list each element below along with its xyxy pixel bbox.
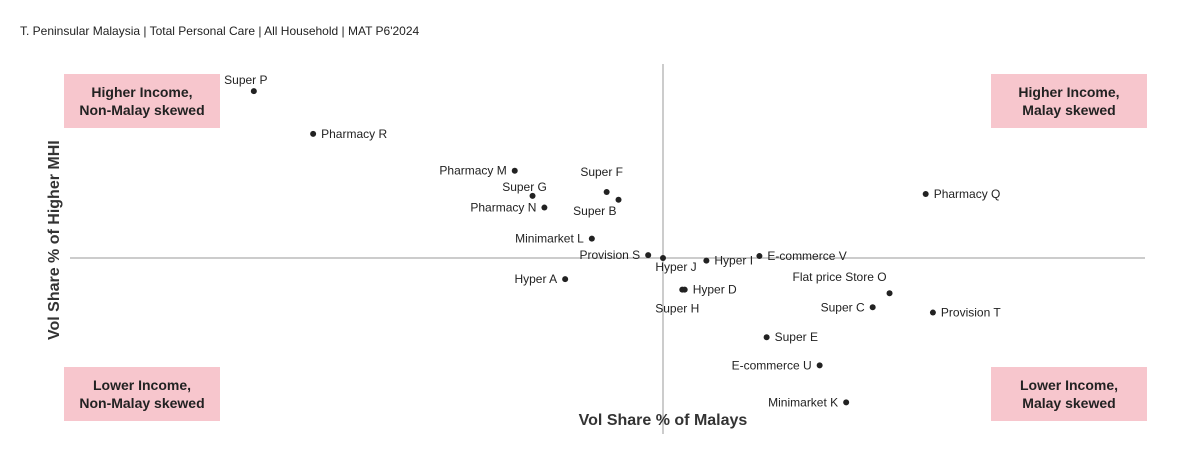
point-marker bbox=[615, 196, 622, 203]
data-point: Super P bbox=[224, 73, 268, 95]
point-marker bbox=[679, 286, 686, 293]
data-point: Hyper J bbox=[655, 255, 697, 274]
point-marker bbox=[645, 252, 652, 259]
quadrant-label-top-left: Higher Income, Non-Malay skewed bbox=[64, 74, 220, 128]
point-label: Super P bbox=[224, 73, 267, 87]
quadrant-label-line: Higher Income, bbox=[1018, 84, 1120, 100]
point-marker bbox=[763, 334, 770, 341]
point-marker bbox=[529, 192, 536, 199]
point-marker bbox=[869, 304, 876, 311]
quadrant-label-top-right: Higher Income, Malay skewed bbox=[991, 74, 1147, 128]
point-label: Super B bbox=[573, 204, 616, 218]
point-label: Provision T bbox=[941, 306, 1001, 320]
data-point: Flat price Store O bbox=[793, 270, 893, 297]
point-label: E-commerce V bbox=[767, 249, 846, 263]
point-marker bbox=[541, 204, 548, 211]
point-marker bbox=[756, 253, 763, 260]
point-label: Super F bbox=[580, 165, 623, 179]
quadrant-label-bottom-right: Lower Income, Malay skewed bbox=[991, 367, 1147, 421]
data-point: Hyper I bbox=[703, 254, 753, 268]
point-marker bbox=[929, 309, 936, 316]
point-marker bbox=[660, 255, 666, 261]
data-point: Pharmacy R bbox=[310, 127, 387, 141]
chart-subtitle: T. Peninsular Malaysia | Total Personal … bbox=[20, 24, 420, 38]
quadrant-label-line: Higher Income, bbox=[91, 84, 193, 100]
point-label: Hyper A bbox=[514, 272, 557, 286]
point-marker bbox=[922, 190, 929, 197]
point-label: Pharmacy R bbox=[321, 127, 387, 141]
x-axis-title: Vol Share % of Malays bbox=[578, 412, 748, 429]
data-point: Super B bbox=[573, 196, 622, 218]
point-label: E-commerce U bbox=[732, 358, 812, 372]
point-marker bbox=[603, 189, 610, 196]
point-label: Minimarket L bbox=[515, 232, 584, 246]
point-marker bbox=[310, 130, 317, 137]
point-label: Super E bbox=[775, 330, 818, 344]
quadrant-label-line: Lower Income, bbox=[92, 377, 192, 393]
point-marker bbox=[511, 167, 518, 174]
point-label: Super H bbox=[655, 302, 699, 316]
data-point: Pharmacy Q bbox=[922, 187, 1001, 201]
data-point: Super G bbox=[502, 180, 547, 199]
point-label: Pharmacy Q bbox=[934, 187, 1001, 201]
data-point: Minimarket K bbox=[768, 395, 850, 409]
data-point: Hyper A bbox=[514, 272, 569, 286]
quadrant-label-line: Non-Malay skewed bbox=[79, 102, 205, 118]
point-label: Hyper D bbox=[693, 283, 737, 297]
point-label: Minimarket K bbox=[768, 395, 838, 409]
data-point: Pharmacy M bbox=[439, 164, 518, 178]
data-point: Super H bbox=[655, 286, 699, 316]
point-marker bbox=[843, 399, 850, 406]
point-marker bbox=[250, 88, 257, 95]
point-marker bbox=[816, 362, 823, 369]
quadrant-label-line: Lower Income, bbox=[1019, 377, 1119, 393]
point-label: Provision S bbox=[579, 248, 640, 262]
data-point: E-commerce V bbox=[756, 249, 847, 263]
point-marker bbox=[886, 290, 893, 297]
point-marker bbox=[588, 235, 595, 242]
data-point: Pharmacy N bbox=[470, 201, 548, 215]
data-point: Minimarket L bbox=[515, 232, 595, 246]
quadrant-label-line: Non-Malay skewed bbox=[79, 395, 205, 411]
quadrant-label-line: Malay skewed bbox=[1022, 102, 1116, 118]
data-point: Super C bbox=[821, 300, 876, 314]
y-axis-title: Vol Share % of Higher MHI bbox=[46, 140, 63, 340]
point-label: Hyper J bbox=[655, 260, 696, 274]
data-point: Provision T bbox=[929, 306, 1001, 320]
point-label: Hyper I bbox=[714, 254, 753, 268]
data-point: Hyper D bbox=[681, 283, 737, 297]
point-label: Super C bbox=[821, 300, 865, 314]
point-label: Flat price Store O bbox=[793, 270, 887, 284]
point-label: Pharmacy N bbox=[470, 201, 536, 215]
data-point: E-commerce U bbox=[732, 358, 823, 372]
point-marker bbox=[562, 276, 569, 283]
quadrant-label-bottom-left: Lower Income, Non-Malay skewed bbox=[64, 367, 220, 421]
data-point: Super F bbox=[580, 165, 623, 196]
point-label: Super G bbox=[502, 180, 547, 194]
data-point: Provision S bbox=[579, 248, 652, 262]
point-label: Pharmacy M bbox=[439, 164, 506, 178]
points-layer: Super P Pharmacy R Pharmacy M Super F Super … bbox=[224, 73, 1001, 409]
quadrant-label-line: Malay skewed bbox=[1022, 395, 1116, 411]
data-point: Super E bbox=[763, 330, 818, 344]
point-marker bbox=[703, 257, 710, 264]
